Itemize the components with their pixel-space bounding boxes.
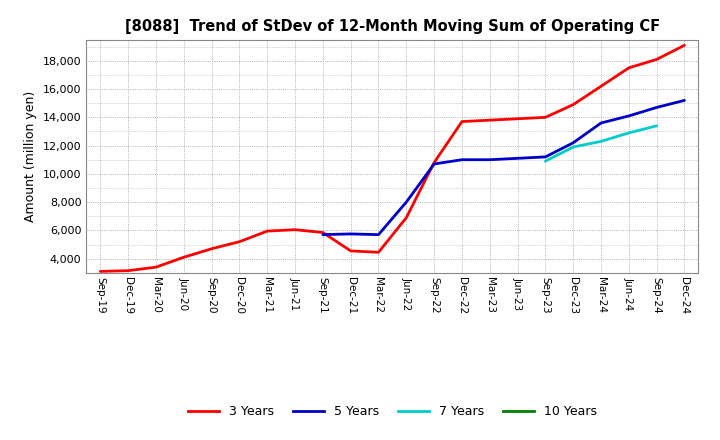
5 Years: [652, 105, 661, 110]
3 Years: [318, 230, 327, 235]
3 Years: [680, 43, 689, 48]
Title: [8088]  Trend of StDev of 12-Month Moving Sum of Operating CF: [8088] Trend of StDev of 12-Month Moving…: [125, 19, 660, 34]
7 Years: [541, 158, 550, 164]
3 Years: [291, 227, 300, 232]
Line: 7 Years: 7 Years: [546, 126, 657, 161]
3 Years: [263, 228, 271, 234]
5 Years: [430, 161, 438, 167]
5 Years: [346, 231, 355, 237]
7 Years: [624, 130, 633, 136]
5 Years: [597, 121, 606, 126]
3 Years: [652, 57, 661, 62]
7 Years: [652, 123, 661, 128]
5 Years: [680, 98, 689, 103]
3 Years: [402, 215, 410, 220]
3 Years: [346, 248, 355, 253]
5 Years: [569, 140, 577, 145]
5 Years: [541, 154, 550, 160]
3 Years: [513, 116, 522, 121]
3 Years: [179, 255, 188, 260]
3 Years: [624, 65, 633, 70]
Legend: 3 Years, 5 Years, 7 Years, 10 Years: 3 Years, 5 Years, 7 Years, 10 Years: [183, 400, 602, 423]
3 Years: [569, 102, 577, 107]
3 Years: [124, 268, 132, 273]
3 Years: [207, 246, 216, 251]
3 Years: [235, 239, 243, 244]
5 Years: [318, 232, 327, 237]
3 Years: [152, 264, 161, 270]
5 Years: [513, 156, 522, 161]
3 Years: [485, 117, 494, 123]
7 Years: [569, 144, 577, 150]
5 Years: [402, 199, 410, 205]
Line: 5 Years: 5 Years: [323, 100, 685, 235]
Line: 3 Years: 3 Years: [100, 45, 685, 271]
5 Years: [485, 157, 494, 162]
5 Years: [374, 232, 383, 237]
3 Years: [430, 160, 438, 165]
3 Years: [458, 119, 467, 124]
3 Years: [541, 115, 550, 120]
3 Years: [96, 269, 104, 274]
5 Years: [458, 157, 467, 162]
Y-axis label: Amount (million yen): Amount (million yen): [24, 91, 37, 222]
5 Years: [624, 113, 633, 118]
3 Years: [597, 84, 606, 89]
3 Years: [374, 249, 383, 255]
7 Years: [597, 139, 606, 144]
